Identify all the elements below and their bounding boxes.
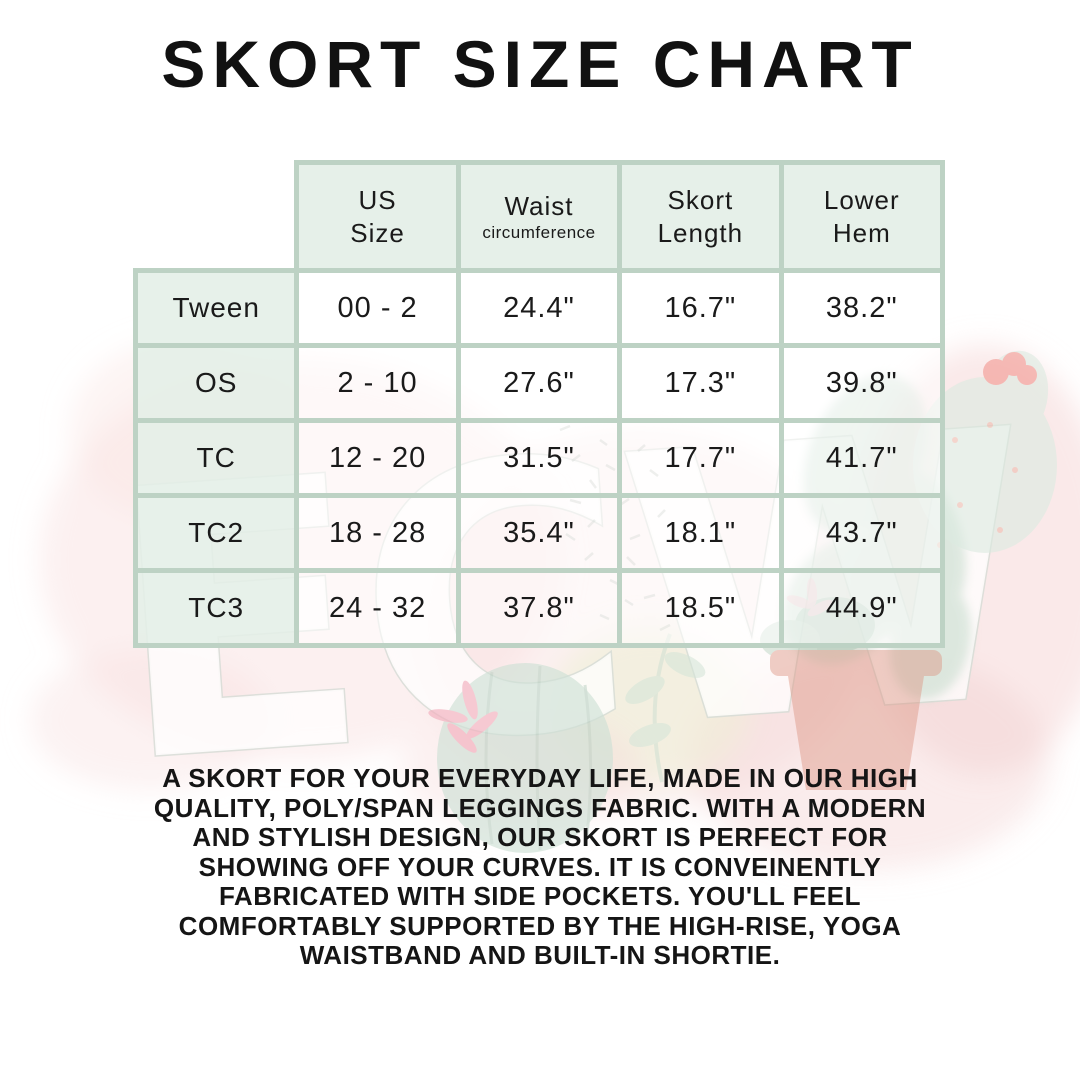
cell-waist: 35.4" <box>455 493 623 573</box>
table-row-os: OS 2 - 10 27.6" 17.3" 39.8" <box>132 343 946 423</box>
cell-lower-hem: 38.2" <box>778 268 946 348</box>
leaf-sprig-icon <box>625 633 706 783</box>
table-row-tc2: TC2 18 - 28 35.4" 18.1" 43.7" <box>132 493 946 573</box>
description-line: WAISTBAND AND BUILT-IN SHORTIE. <box>299 940 781 970</box>
table-header-row: US Size Waist circumference Skort Length… <box>136 160 946 273</box>
description-line: A SKORT FOR YOUR EVERYDAY LIFE, MADE IN … <box>162 763 918 793</box>
description-line: COMFORTABLY SUPPORTED BY THE HIGH-RISE, … <box>178 910 902 941</box>
row-label: TC3 <box>132 568 300 648</box>
header-line: US <box>358 184 397 215</box>
cell-us-size: 00 - 2 <box>294 268 461 348</box>
pink-star-flower-icon <box>428 680 498 753</box>
product-description: A SKORT FOR YOUR EVERYDAY LIFE, MADE IN … <box>0 763 1080 971</box>
table-row-tween: Tween 00 - 2 24.4" 16.7" 38.2" <box>132 268 946 348</box>
header-line: Lower <box>823 184 900 215</box>
corner-spacer <box>136 163 297 271</box>
cell-us-size: 12 - 20 <box>294 418 461 498</box>
row-label: TC2 <box>132 493 300 573</box>
header-line: Waist <box>504 191 574 221</box>
description-line: QUALITY, POLY/SPAN LEGGINGS FABRIC. WITH… <box>153 792 927 823</box>
header-line: Hem <box>832 217 891 248</box>
cell-skort-length: 16.7" <box>617 268 784 348</box>
description-line: FABRICATED WITH SIDE POCKETS. YOU'LL FEE… <box>218 881 862 911</box>
col-header-skort-length: Skort Length <box>617 160 784 273</box>
cell-skort-length: 18.1" <box>617 493 784 573</box>
cell-skort-length: 18.5" <box>617 568 784 648</box>
cell-lower-hem: 41.7" <box>778 418 946 498</box>
header-line: Skort <box>667 184 734 215</box>
page-title: SKORT SIZE CHART <box>161 27 919 101</box>
cell-skort-length: 17.3" <box>617 343 784 423</box>
cell-waist: 27.6" <box>455 343 623 423</box>
col-header-waist: Waist circumference <box>455 160 623 273</box>
description-line: SHOWING OFF YOUR CURVES. IT IS CONVEINEN… <box>198 851 882 882</box>
cell-us-size: 2 - 10 <box>294 343 461 423</box>
cell-us-size: 18 - 28 <box>294 493 461 573</box>
header-subline: circumference <box>482 223 596 242</box>
table-row-tc3: TC3 24 - 32 37.8" 18.5" 44.9" <box>132 568 946 648</box>
cell-waist: 24.4" <box>455 268 623 348</box>
cell-lower-hem: 39.8" <box>778 343 946 423</box>
cell-lower-hem: 44.9" <box>778 568 946 648</box>
row-label: OS <box>132 343 300 423</box>
size-chart-table: US Size Waist circumference Skort Length… <box>132 160 946 648</box>
cell-waist: 37.8" <box>455 568 623 648</box>
table-row-tc: TC 12 - 20 31.5" 17.7" 41.7" <box>132 418 946 498</box>
header-line: Length <box>657 217 744 248</box>
cell-us-size: 24 - 32 <box>294 568 461 648</box>
row-label: TC <box>132 418 300 498</box>
cell-skort-length: 17.7" <box>617 418 784 498</box>
col-header-lower-hem: Lower Hem <box>778 160 946 273</box>
cell-lower-hem: 43.7" <box>778 493 946 573</box>
col-header-us-size: US Size <box>294 160 461 273</box>
header-line: Size <box>350 217 405 248</box>
cell-waist: 31.5" <box>455 418 623 498</box>
description-line: AND STYLISH DESIGN, OUR SKORT IS PERFECT… <box>192 822 888 852</box>
row-label: Tween <box>132 268 300 348</box>
